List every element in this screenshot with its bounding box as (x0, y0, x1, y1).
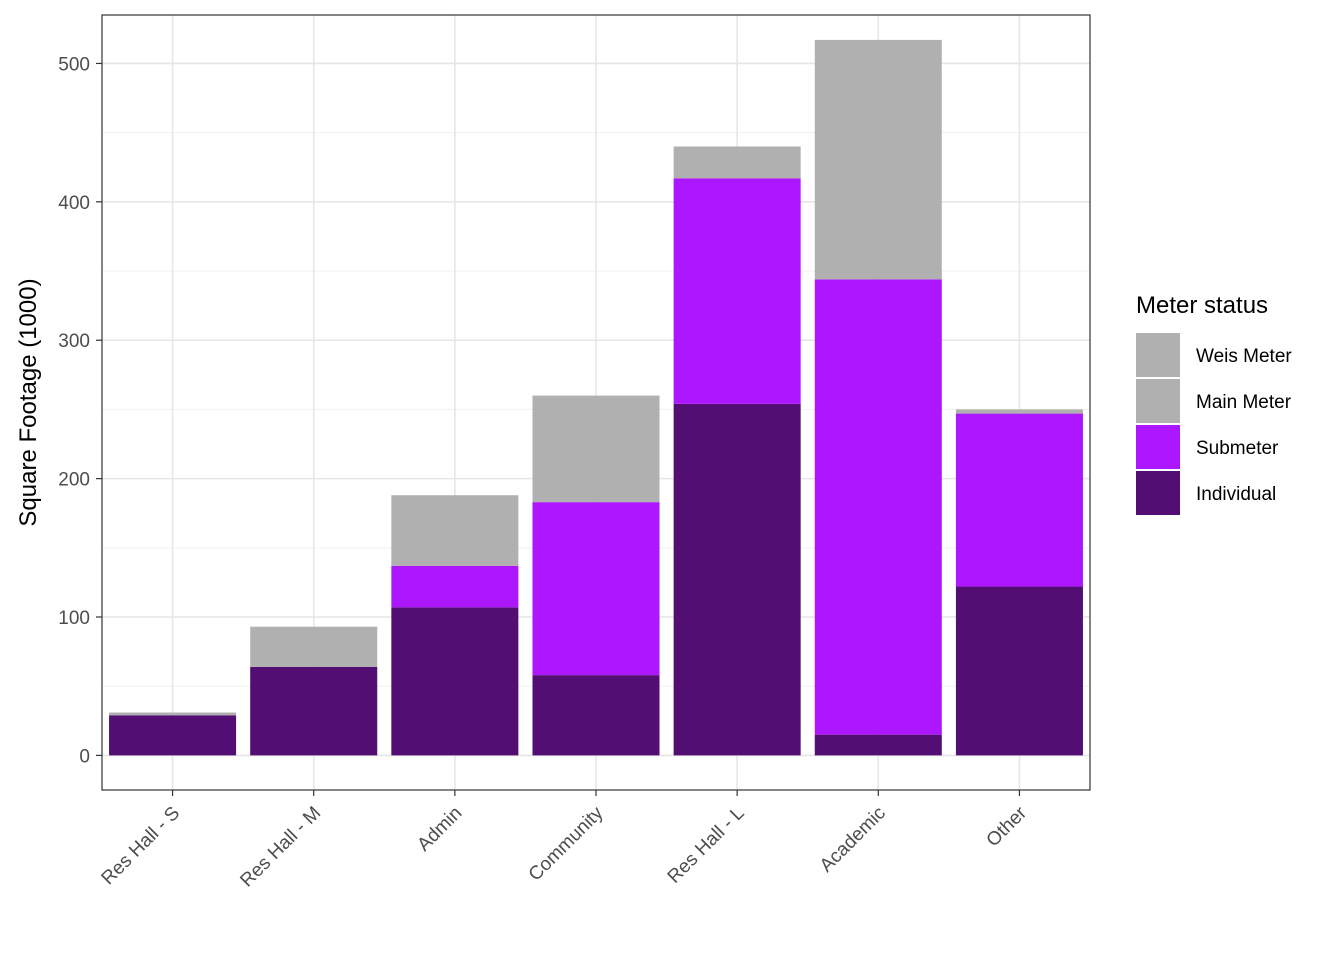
x-tick-label: Res Hall - L (664, 803, 749, 888)
bar-segment (814, 734, 942, 756)
x-tick-label: Admin (413, 803, 466, 856)
bar-segment (532, 395, 660, 503)
legend-label: Main Meter (1196, 392, 1292, 413)
x-tick-label: Res Hall - M (236, 803, 325, 892)
y-tick-label: 100 (58, 608, 90, 629)
y-tick-label: 0 (79, 746, 90, 767)
bar-segment (532, 502, 660, 676)
bar-segment (391, 565, 519, 608)
bar-segment (673, 403, 801, 756)
x-tick-label: Res Hall - S (98, 803, 185, 890)
bar-segment (250, 626, 378, 667)
bar-segment (673, 146, 801, 179)
legend-key (1136, 471, 1180, 515)
bar-segment (109, 712, 237, 716)
legend-label: Submeter (1196, 438, 1279, 459)
x-tick-label: Academic (816, 803, 890, 877)
y-axis-title: Square Footage (1000) (15, 278, 42, 526)
bar-segment (814, 279, 942, 735)
legend-label: Individual (1196, 484, 1276, 505)
y-tick-label: 400 (58, 193, 90, 214)
legend-key (1136, 425, 1180, 469)
bar-segment (814, 39, 942, 280)
bar-segment (109, 715, 237, 756)
x-tick-label: Community (525, 802, 608, 885)
bar-segment (673, 178, 801, 404)
bar-segment (955, 409, 1083, 414)
legend-key (1136, 333, 1180, 377)
y-tick-label: 200 (58, 470, 90, 491)
legend-label: Weis Meter (1196, 346, 1292, 367)
bar-segment (955, 413, 1083, 587)
bars (109, 39, 1083, 756)
legend-key (1136, 379, 1180, 423)
x-tick-label: Other (983, 802, 1032, 851)
y-tick-label: 500 (58, 54, 90, 75)
bar-segment (532, 675, 660, 756)
bar-segment (955, 586, 1083, 756)
legend-title: Meter status (1136, 292, 1268, 319)
bar-segment (250, 666, 378, 756)
bar-segment (391, 607, 519, 756)
legend: Meter status Weis Meter Main Meter Submete… (1136, 292, 1292, 515)
bar-segment (391, 495, 519, 566)
y-tick-label: 300 (58, 331, 90, 352)
